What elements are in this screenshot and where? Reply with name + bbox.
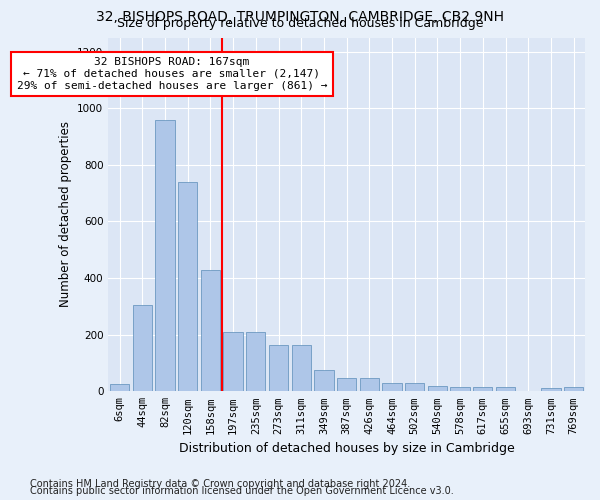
- Bar: [496, 387, 515, 392]
- Text: Size of property relative to detached houses in Cambridge: Size of property relative to detached ho…: [117, 18, 483, 30]
- Text: Contains HM Land Registry data © Crown copyright and database right 2024.: Contains HM Land Registry data © Crown c…: [30, 479, 410, 489]
- Y-axis label: Number of detached properties: Number of detached properties: [59, 122, 71, 308]
- Bar: [178, 182, 197, 392]
- Bar: [314, 370, 334, 392]
- Bar: [269, 344, 288, 392]
- Bar: [155, 120, 175, 392]
- Bar: [246, 332, 265, 392]
- Text: 32 BISHOPS ROAD: 167sqm
← 71% of detached houses are smaller (2,147)
29% of semi: 32 BISHOPS ROAD: 167sqm ← 71% of detache…: [17, 58, 327, 90]
- Bar: [473, 387, 493, 392]
- Text: 32, BISHOPS ROAD, TRUMPINGTON, CAMBRIDGE, CB2 9NH: 32, BISHOPS ROAD, TRUMPINGTON, CAMBRIDGE…: [96, 10, 504, 24]
- Bar: [564, 387, 583, 392]
- Bar: [382, 383, 401, 392]
- X-axis label: Distribution of detached houses by size in Cambridge: Distribution of detached houses by size …: [179, 442, 515, 455]
- Bar: [223, 332, 243, 392]
- Bar: [428, 386, 447, 392]
- Bar: [451, 387, 470, 392]
- Bar: [201, 270, 220, 392]
- Bar: [405, 383, 424, 392]
- Bar: [110, 384, 129, 392]
- Bar: [359, 378, 379, 392]
- Bar: [133, 305, 152, 392]
- Text: Contains public sector information licensed under the Open Government Licence v3: Contains public sector information licen…: [30, 486, 454, 496]
- Bar: [292, 344, 311, 392]
- Bar: [337, 378, 356, 392]
- Bar: [541, 388, 560, 392]
